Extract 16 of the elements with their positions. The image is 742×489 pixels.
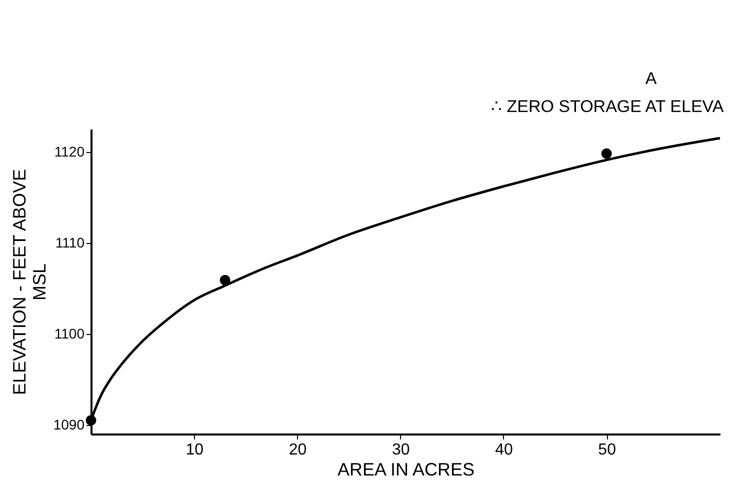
point <box>601 148 612 159</box>
x-axis-title: AREA IN ACRES <box>337 460 475 480</box>
x-tick-label: 40 <box>495 442 513 458</box>
x-tick-label: 20 <box>288 442 307 458</box>
y-tick-label: 1120 <box>54 143 85 160</box>
text: ∴ ZERO STORAGE AT ELEVA <box>491 97 724 116</box>
y-tick-label: 1110 <box>55 234 85 250</box>
x-tick-label: 30 <box>392 442 410 458</box>
y-axis-title: ELEVATION - FEET ABOVE MSL <box>9 168 50 396</box>
y-tick-label: 1100 <box>54 325 85 342</box>
point <box>86 415 96 426</box>
x-tick-label: 50 <box>598 442 616 458</box>
point <box>220 274 230 286</box>
x-tick-label: 10 <box>186 442 204 458</box>
text: A <box>645 69 658 88</box>
y-tick-label: 1090 <box>53 416 85 432</box>
